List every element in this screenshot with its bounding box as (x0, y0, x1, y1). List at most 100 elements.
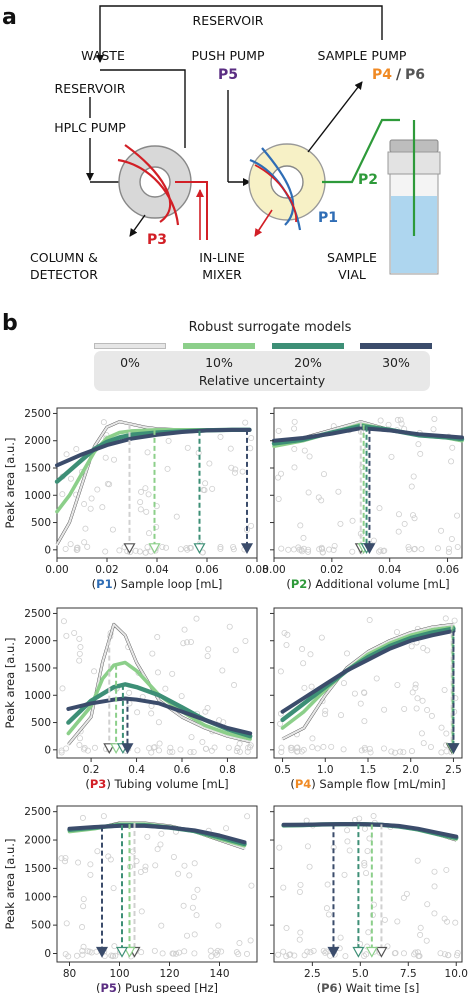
scatter-cloud (275, 813, 461, 960)
scatter-point (99, 504, 106, 511)
panel-b-label: b (2, 311, 18, 336)
scatter-point (111, 943, 118, 950)
scatter-point (151, 744, 158, 751)
x-tick-label: 2.0 (402, 764, 419, 776)
scatter-point (159, 950, 166, 957)
scatter-point (76, 657, 83, 664)
scatter-point (189, 904, 196, 911)
scatter-point (411, 515, 418, 522)
scatter-point (226, 623, 233, 630)
scatter-point (209, 485, 216, 492)
scatter-point (102, 548, 109, 555)
scatter-point (363, 951, 370, 958)
scatter-point (417, 924, 424, 931)
scatter-point (194, 886, 201, 893)
p2-tubing (322, 118, 400, 184)
scatter-point (300, 534, 307, 541)
y-tick-label: 2500 (24, 408, 51, 420)
scatter-point (77, 644, 84, 651)
scatter-point (445, 952, 452, 959)
series-0-line (67, 623, 252, 746)
scatter-point (357, 700, 364, 707)
scatter-point (415, 441, 422, 448)
plot-frame (56, 805, 258, 963)
p2-label: P2 (358, 172, 378, 188)
series-3-line (280, 628, 456, 714)
scatter-point (102, 454, 109, 461)
scatter-point (167, 744, 174, 751)
scatter-point (361, 862, 368, 869)
x-axis-label: (P1) Sample loop [mL] (92, 577, 223, 591)
optimum-marker (447, 743, 460, 755)
scatter-point (84, 747, 91, 754)
scatter-point (94, 848, 101, 855)
scatter-point (80, 896, 87, 903)
scatter-point (62, 854, 69, 861)
reservoir-top-label: RESERVOIR (193, 13, 264, 28)
scatter-point (373, 675, 380, 682)
optimum-marker (123, 946, 136, 958)
scatter-point (91, 744, 98, 751)
scatter-point (138, 949, 145, 956)
scatter-point (146, 745, 153, 752)
x-tick-label: 0.02 (320, 564, 343, 576)
y-tick-label: 1500 (24, 663, 51, 675)
y-tick-label: 1500 (24, 863, 51, 875)
scatter-point (138, 488, 145, 495)
scatter-point (181, 862, 188, 869)
optimum-marker (121, 743, 134, 755)
scatter-point (454, 512, 461, 519)
scatter-point (165, 437, 172, 444)
p3-loop-2 (124, 144, 172, 223)
x-axis-label: (P5) Push speed [Hz] (96, 981, 218, 993)
scatter-point (177, 746, 184, 753)
scatter-point (401, 520, 408, 527)
scatter-point (403, 890, 410, 897)
scatter-point (414, 857, 421, 864)
optimum-marker (375, 946, 388, 958)
scatter-point (191, 931, 198, 938)
scatter-point (181, 948, 188, 955)
scatter-point (159, 543, 166, 550)
scatter-point (413, 705, 420, 712)
scatter-point (381, 916, 388, 923)
scatter-point (281, 629, 288, 636)
scatter-point (132, 547, 139, 554)
scatter-point (384, 943, 391, 950)
scatter-point (184, 932, 191, 939)
scatter-point (309, 744, 316, 751)
scatter-point (388, 748, 395, 755)
p1-label: P1 (318, 210, 338, 226)
panel-a: a RESERVOIR WASTE PUSH PUMP P5 SAMPLE PU… (2, 5, 441, 282)
scatter-point (248, 435, 255, 442)
scatter-point (395, 511, 402, 518)
scatter-point (208, 953, 215, 960)
scatter-point (437, 950, 444, 957)
scatter-point (278, 744, 285, 751)
vial-label: VIAL (338, 267, 366, 282)
scatter-point (77, 735, 84, 742)
scatter-point (322, 707, 329, 714)
scatter-point (157, 841, 164, 848)
scatter-point (74, 544, 81, 551)
scatter-point (235, 951, 242, 958)
scatter-point (205, 646, 212, 653)
scatter-point (391, 749, 398, 756)
scatter-point (297, 929, 304, 936)
scatter-point (236, 940, 243, 947)
scatter-point (84, 948, 91, 955)
scatter-point (58, 855, 65, 862)
scatter-point (170, 950, 177, 957)
p3-label: P3 (147, 232, 167, 248)
scatter-point (410, 473, 417, 480)
scatter-point (126, 689, 133, 696)
scatter-point (178, 693, 185, 700)
scatter-point (154, 846, 161, 853)
scatter-point (242, 637, 249, 644)
scatter-point (148, 710, 155, 717)
optimum-marker (365, 946, 378, 958)
hplc-pump-label: HPLC PUMP (54, 120, 126, 135)
scatter-point (351, 690, 358, 697)
scatter-point (307, 949, 314, 956)
